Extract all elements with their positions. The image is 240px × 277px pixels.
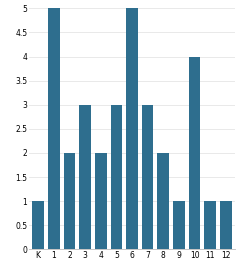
Bar bbox=[142, 105, 154, 249]
Bar bbox=[79, 105, 91, 249]
Bar bbox=[110, 105, 122, 249]
Bar bbox=[48, 8, 60, 249]
Bar bbox=[157, 153, 169, 249]
Bar bbox=[95, 153, 107, 249]
Bar bbox=[126, 8, 138, 249]
Bar bbox=[64, 153, 75, 249]
Bar bbox=[173, 201, 185, 249]
Bar bbox=[32, 201, 44, 249]
Bar bbox=[220, 201, 232, 249]
Bar bbox=[204, 201, 216, 249]
Bar bbox=[189, 57, 200, 249]
